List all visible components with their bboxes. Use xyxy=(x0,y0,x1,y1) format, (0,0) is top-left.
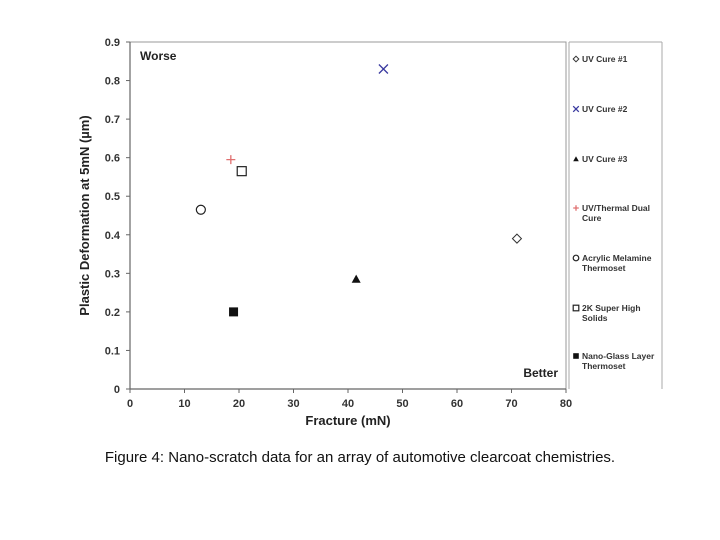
x-tick-label: 30 xyxy=(287,398,299,410)
legend-label: UV Cure #1 xyxy=(582,54,628,64)
x-tick-label: 50 xyxy=(396,398,408,410)
scatter-chart: 0 10 20 30 40 50 60 70 80 0 0.1 0.2 0.3 0.4 0.5 0.6 0.7… xyxy=(77,37,663,428)
data-point xyxy=(195,204,206,215)
annotation-better: Better xyxy=(523,366,558,380)
data-point xyxy=(226,155,236,165)
chart-axes xyxy=(129,41,567,390)
legend-marker xyxy=(572,254,580,262)
y-tick-label: 0.7 xyxy=(105,114,120,126)
x-tick-label: 40 xyxy=(342,398,354,410)
legend-marker xyxy=(573,205,579,211)
x-tick-label: 0 xyxy=(127,398,133,410)
x-axis-title: Fracture (mN) xyxy=(305,413,390,428)
legend-marker xyxy=(573,353,579,359)
legend-marker xyxy=(573,156,579,162)
y-tick-label: 0.6 xyxy=(105,153,120,165)
y-tick-label: 0.5 xyxy=(105,191,120,203)
y-tick-label: 0.4 xyxy=(105,230,121,242)
y-tick-label: 0.2 xyxy=(105,307,120,319)
legend-label: Acrylic Melamine xyxy=(582,253,652,263)
data-point xyxy=(236,166,247,177)
legend-marker xyxy=(572,304,580,312)
legend-label: Solids xyxy=(582,313,608,323)
data-points xyxy=(195,64,523,317)
data-point xyxy=(378,64,389,74)
data-point xyxy=(511,233,523,244)
legend: UV Cure #1 UV Cure #2 UV Cure #3 UV/Thermal… xyxy=(568,41,663,389)
y-axis-title: Plastic Deformation at 5mN (µm) xyxy=(77,115,92,315)
x-tick-label: 10 xyxy=(178,398,190,410)
legend-label: UV Cure #2 xyxy=(582,104,628,114)
x-tick-label: 20 xyxy=(233,398,245,410)
y-tick-label: 0 xyxy=(114,384,120,396)
x-tick-label: 70 xyxy=(505,398,517,410)
annotation-worse: Worse xyxy=(140,49,177,63)
y-tick-label: 0.9 xyxy=(105,37,120,49)
data-point xyxy=(229,307,239,317)
y-tick-label: 0.3 xyxy=(105,268,120,280)
x-tick-label: 80 xyxy=(560,398,572,410)
legend-marker xyxy=(572,55,580,63)
legend-label: 2K Super High xyxy=(582,303,641,313)
data-point xyxy=(351,274,361,283)
plot-frame xyxy=(129,41,567,390)
legend-label: Thermoset xyxy=(582,361,626,371)
legend-label: UV/Thermal Dual xyxy=(582,203,650,213)
legend-label: Cure xyxy=(582,213,602,223)
y-tick-label: 0.8 xyxy=(105,76,120,88)
x-tick-label: 60 xyxy=(451,398,463,410)
x-axis-ticks: 0 10 20 30 40 50 60 70 80 xyxy=(127,389,572,410)
legend-label: Nano-Glass Layer xyxy=(582,351,655,361)
legend-marker xyxy=(572,105,580,113)
legend-label: Thermoset xyxy=(582,263,626,273)
figure-caption: Figure 4: Nano-scratch data for an array… xyxy=(104,449,616,466)
legend-label: UV Cure #3 xyxy=(582,154,628,164)
y-tick-label: 0.1 xyxy=(105,345,120,357)
y-axis-ticks: 0 0.1 0.2 0.3 0.4 0.5 0.6 0.7 0.8 0.9 xyxy=(105,37,130,396)
